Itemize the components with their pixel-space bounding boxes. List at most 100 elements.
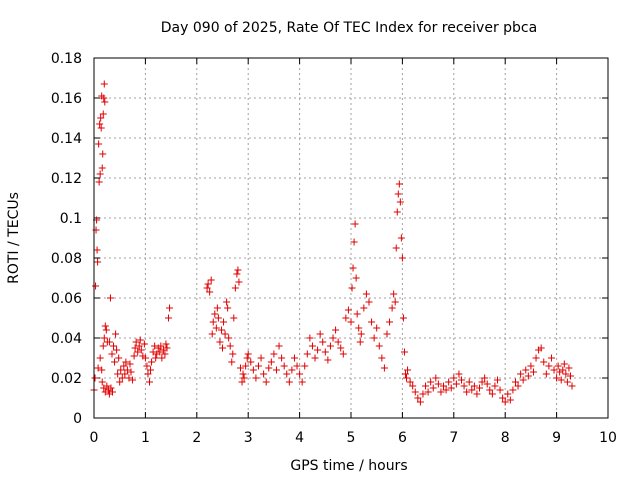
data-point xyxy=(100,80,108,88)
data-point xyxy=(416,398,424,406)
data-point xyxy=(314,346,322,354)
data-point xyxy=(91,374,99,382)
data-point xyxy=(559,366,567,374)
data-point xyxy=(149,348,157,356)
data-point xyxy=(319,338,327,346)
data-point xyxy=(455,370,463,378)
data-point xyxy=(148,358,156,366)
data-point xyxy=(249,366,257,374)
x-tick-label: 10 xyxy=(599,430,617,446)
data-point xyxy=(99,150,107,158)
data-point xyxy=(432,374,440,382)
data-point xyxy=(219,344,226,352)
x-tick-label: 3 xyxy=(244,430,253,446)
x-tick-label: 9 xyxy=(552,430,561,446)
data-point xyxy=(108,350,116,358)
data-point xyxy=(397,234,405,242)
data-point xyxy=(326,342,334,350)
data-point xyxy=(404,366,412,374)
data-point xyxy=(375,342,383,350)
data-point xyxy=(506,396,514,404)
data-point xyxy=(120,362,128,370)
x-tick-label: 2 xyxy=(192,430,201,446)
data-point xyxy=(337,344,345,352)
data-point xyxy=(463,388,471,396)
data-point xyxy=(499,394,507,402)
y-tick-label: 0.06 xyxy=(51,291,82,307)
data-point xyxy=(207,276,215,284)
data-point xyxy=(301,362,309,370)
data-point xyxy=(140,340,148,348)
data-point xyxy=(118,374,126,382)
x-tick-label: 1 xyxy=(141,430,150,446)
data-point xyxy=(211,310,219,318)
data-point xyxy=(540,358,548,366)
data-point xyxy=(132,338,140,346)
data-point xyxy=(486,386,494,394)
data-point xyxy=(285,378,293,386)
data-point xyxy=(401,370,409,378)
data-point xyxy=(240,374,248,382)
data-point xyxy=(254,362,262,370)
data-point xyxy=(460,382,468,390)
data-point xyxy=(565,364,573,372)
data-point xyxy=(129,376,137,384)
data-point xyxy=(130,352,138,360)
data-point xyxy=(388,304,396,312)
data-point xyxy=(553,374,561,382)
data-point xyxy=(115,354,123,362)
data-point xyxy=(216,338,224,346)
data-point xyxy=(511,378,519,386)
plot-frame xyxy=(93,57,609,419)
data-point xyxy=(228,358,236,366)
data-point xyxy=(110,342,118,350)
data-point xyxy=(136,336,144,344)
data-point xyxy=(125,374,133,382)
data-point xyxy=(95,140,103,148)
data-point xyxy=(349,264,357,272)
x-tick-label: 6 xyxy=(398,430,407,446)
data-point xyxy=(465,378,473,386)
data-point xyxy=(243,354,251,362)
data-point xyxy=(98,366,106,374)
data-point xyxy=(452,380,460,388)
data-point xyxy=(161,350,169,358)
data-point xyxy=(356,338,364,346)
data-point xyxy=(344,306,352,314)
data-point xyxy=(208,330,216,338)
y-tick-label: 0.16 xyxy=(51,91,82,107)
data-point xyxy=(123,366,131,374)
data-point xyxy=(131,344,139,352)
data-point xyxy=(550,366,558,374)
data-point xyxy=(488,390,496,398)
data-point xyxy=(105,338,113,346)
data-point xyxy=(151,342,159,350)
data-point xyxy=(554,362,562,370)
data-point xyxy=(223,298,231,306)
data-point xyxy=(112,330,120,338)
data-point xyxy=(429,384,437,392)
data-point xyxy=(468,386,476,394)
data-point xyxy=(352,274,360,282)
data-point xyxy=(357,330,365,338)
data-point xyxy=(290,354,298,362)
data-point xyxy=(100,334,108,342)
data-point xyxy=(395,180,403,188)
data-point xyxy=(97,114,105,122)
data-point xyxy=(242,362,250,370)
data-point xyxy=(400,348,408,356)
data-point xyxy=(272,366,280,374)
data-point xyxy=(368,318,376,326)
y-tick-label: 0 xyxy=(73,411,82,427)
data-point xyxy=(329,334,337,342)
data-point xyxy=(166,304,174,312)
y-axis-label: ROTI / TECUs xyxy=(6,192,22,284)
data-point xyxy=(229,350,237,358)
data-point xyxy=(236,364,244,372)
data-point xyxy=(163,344,171,352)
data-point xyxy=(321,348,329,356)
data-point xyxy=(411,388,419,396)
data-point xyxy=(311,354,319,362)
data-point xyxy=(424,388,432,396)
